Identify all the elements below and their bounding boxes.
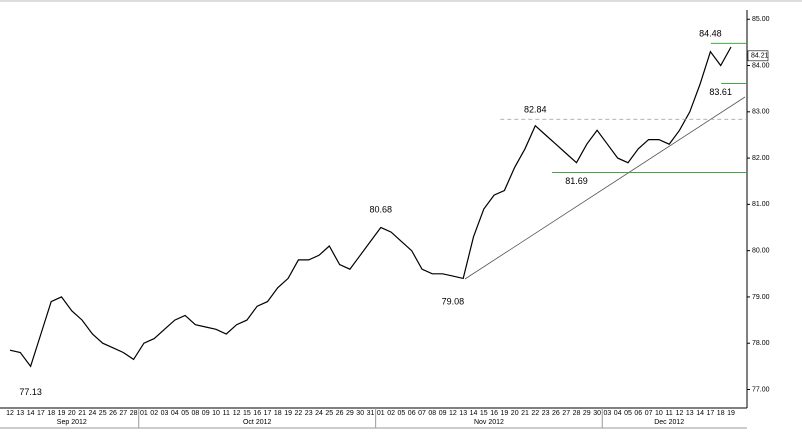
trendline: [464, 96, 746, 280]
x-tick-label: 05: [398, 410, 406, 417]
x-tick-label: 11: [666, 410, 673, 417]
y-tick-label: 83.00: [752, 109, 770, 116]
x-tick-label: 26: [336, 410, 344, 417]
x-tick-label: 01: [377, 410, 385, 417]
x-tick-label: 12: [449, 410, 457, 417]
x-tick-label: 19: [284, 410, 292, 417]
x-tick-label: 24: [89, 410, 97, 417]
x-tick-label: 14: [696, 410, 704, 417]
annotation: 81.69: [565, 176, 588, 186]
x-tick-label: 09: [439, 410, 447, 417]
x-tick-label: 25: [325, 410, 333, 417]
x-tick-label: 05: [624, 410, 632, 417]
annotation: 82.84: [524, 105, 547, 115]
x-tick-label: 10: [212, 410, 220, 417]
x-tick-label: 29: [583, 410, 591, 417]
x-tick-label: 02: [387, 410, 395, 417]
annotation: 79.08: [442, 297, 465, 307]
x-tick-label: 30: [593, 410, 601, 417]
month-label: Sep 2012: [57, 419, 87, 426]
y-tick-label: 77.00: [752, 386, 770, 393]
x-tick-label: 18: [47, 410, 55, 417]
x-tick-label: 20: [68, 410, 76, 417]
x-tick-label: 17: [37, 410, 45, 417]
last-price-label: 84.21: [751, 53, 769, 60]
x-tick-label: 06: [634, 410, 642, 417]
x-tick-label: 06: [408, 410, 416, 417]
x-tick-label: 28: [130, 410, 138, 417]
x-tick-label: 23: [305, 410, 313, 417]
x-tick-label: 17: [264, 410, 272, 417]
month-label: Dec 2012: [654, 419, 684, 426]
x-tick-label: 02: [150, 410, 158, 417]
x-tick-label: 23: [542, 410, 550, 417]
x-tick-label: 13: [686, 410, 694, 417]
x-tick-label: 03: [161, 410, 169, 417]
x-tick-label: 19: [501, 410, 509, 417]
x-tick-label: 18: [717, 410, 725, 417]
x-tick-label: 14: [27, 410, 35, 417]
x-tick-label: 15: [480, 410, 488, 417]
x-tick-label: 27: [119, 410, 127, 417]
x-tick-label: 07: [418, 410, 426, 417]
x-tick-label: 26: [109, 410, 117, 417]
x-tick-label: 13: [16, 410, 24, 417]
x-tick-label: 12: [676, 410, 684, 417]
month-label: Nov 2012: [474, 419, 504, 426]
x-tick-label: 26: [552, 410, 560, 417]
x-tick-label: 17: [707, 410, 715, 417]
annotation: 83.61: [709, 87, 732, 97]
y-tick-label: 80.00: [752, 247, 770, 254]
x-tick-label: 14: [470, 410, 478, 417]
x-tick-label: 13: [459, 410, 467, 417]
annotation: 77.13: [19, 387, 42, 397]
x-tick-label: 09: [202, 410, 210, 417]
x-tick-label: 07: [645, 410, 653, 417]
x-tick-label: 05: [181, 410, 189, 417]
y-tick-label: 84.00: [752, 62, 770, 69]
x-tick-label: 31: [367, 410, 375, 417]
y-tick-label: 79.00: [752, 294, 770, 301]
y-tick-label: 78.00: [752, 340, 770, 347]
x-tick-label: 15: [243, 410, 251, 417]
month-label: Oct 2012: [243, 419, 272, 426]
x-tick-label: 16: [253, 410, 261, 417]
x-tick-label: 22: [295, 410, 303, 417]
x-tick-label: 19: [58, 410, 66, 417]
annotation: 80.68: [370, 205, 393, 215]
x-tick-label: 04: [171, 410, 179, 417]
x-tick-label: 12: [6, 410, 14, 417]
x-tick-label: 22: [531, 410, 539, 417]
price-line: [9, 46, 732, 368]
x-tick-label: 29: [346, 410, 354, 417]
x-tick-label: 18: [274, 410, 282, 417]
x-tick-label: 24: [315, 410, 323, 417]
x-tick-label: 21: [521, 410, 529, 417]
x-tick-label: 08: [192, 410, 200, 417]
x-tick-label: 11: [223, 410, 230, 417]
x-tick-label: 03: [604, 410, 612, 417]
x-tick-label: 10: [655, 410, 663, 417]
y-tick-label: 81.00: [752, 201, 770, 208]
x-tick-label: 30: [356, 410, 364, 417]
x-tick-label: 16: [490, 410, 498, 417]
x-tick-label: 20: [511, 410, 519, 417]
annotation: 84.48: [699, 29, 722, 39]
x-tick-label: 12: [233, 410, 241, 417]
x-tick-label: 08: [428, 410, 436, 417]
x-tick-label: 28: [573, 410, 581, 417]
x-tick-label: 19: [727, 410, 735, 417]
x-tick-label: 21: [78, 410, 86, 417]
x-tick-label: 01: [140, 410, 148, 417]
x-tick-label: 27: [562, 410, 570, 417]
x-tick-label: 25: [99, 410, 107, 417]
y-tick-label: 85.00: [752, 16, 770, 23]
y-tick-label: 82.00: [752, 155, 770, 162]
x-tick-label: 04: [614, 410, 622, 417]
last-price-box: [747, 50, 769, 62]
